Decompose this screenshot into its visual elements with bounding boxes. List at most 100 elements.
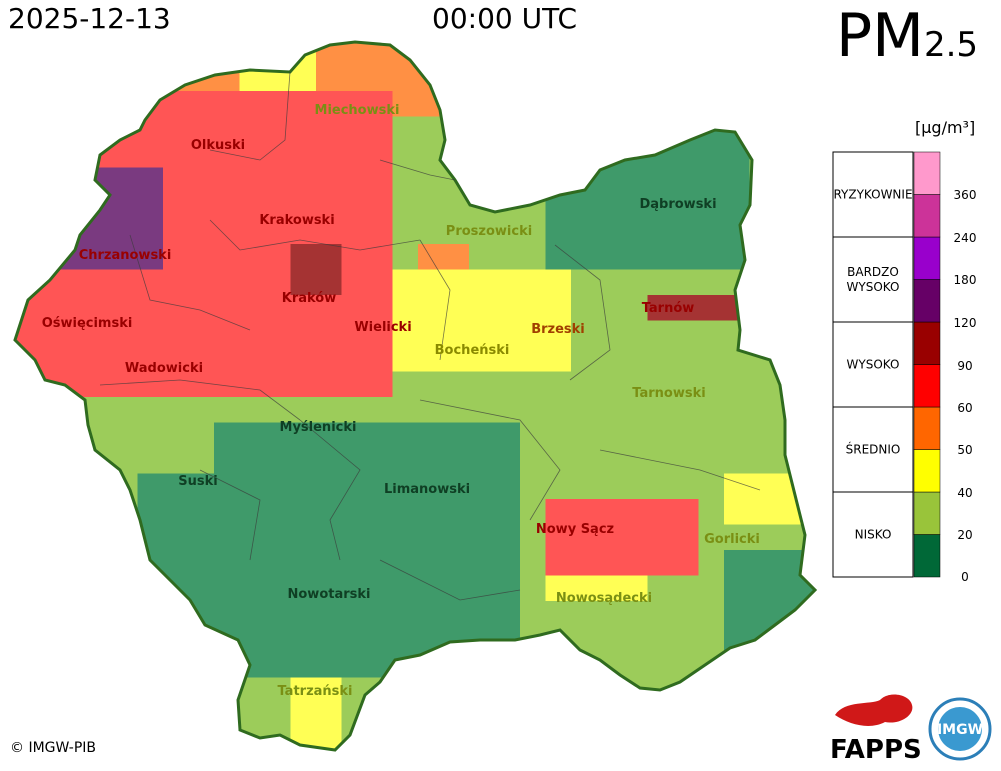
grid-cell — [800, 677, 815, 704]
grid-cell — [673, 269, 700, 296]
grid-cell — [137, 728, 164, 750]
grid-cell — [494, 524, 521, 551]
grid-cell — [188, 626, 215, 653]
grid-cell — [596, 677, 623, 704]
grid-cell — [571, 320, 598, 347]
grid-cell — [316, 677, 343, 704]
legend-category-box — [832, 491, 914, 578]
grid-cell — [392, 473, 419, 500]
grid-cell — [800, 448, 815, 475]
grid-cell — [571, 728, 598, 750]
grid-cell — [571, 575, 598, 602]
grid-cell — [367, 575, 394, 602]
grid-cell — [622, 448, 649, 475]
grid-cell — [393, 754, 419, 771]
grid-cell — [800, 626, 815, 653]
grid-cell — [87, 754, 113, 771]
grid-cell — [316, 346, 343, 373]
fapps-logo: FAPPS — [830, 694, 922, 765]
grid-cell — [647, 499, 674, 526]
grid-cell — [15, 193, 37, 220]
grid-cell — [469, 677, 496, 704]
grid-cell — [469, 703, 496, 730]
grid-cell — [341, 652, 368, 679]
grid-cell — [800, 499, 815, 526]
grid-cell — [647, 91, 674, 118]
grid-cell — [316, 575, 343, 602]
grid-cell — [800, 703, 815, 730]
grid-cell — [469, 65, 496, 92]
grid-cell — [61, 193, 88, 220]
grid-cell — [86, 116, 113, 143]
grid-cell — [214, 422, 241, 449]
grid-cell — [443, 218, 470, 245]
grid-cell — [316, 550, 343, 577]
grid-cell — [367, 371, 394, 398]
grid-cell — [341, 116, 368, 143]
grid-cell — [622, 499, 649, 526]
grid-cell — [239, 422, 266, 449]
grid-cell — [15, 42, 37, 67]
legend-category-box — [832, 151, 914, 238]
grid-cell — [316, 371, 343, 398]
grid-cell — [316, 448, 343, 475]
grid-cell — [35, 218, 62, 245]
grid-cell — [367, 754, 393, 771]
grid-cell — [367, 167, 394, 194]
grid-cell — [392, 499, 419, 526]
grid-cell — [418, 728, 445, 750]
grid-cell — [520, 677, 547, 704]
legend-color-swatch — [913, 194, 941, 238]
grid-cell — [86, 601, 113, 628]
grid-cell — [545, 575, 572, 602]
grid-cell — [239, 142, 266, 169]
grid-cell — [622, 371, 649, 398]
grid-cell — [622, 677, 649, 704]
grid-cell — [392, 193, 419, 220]
grid-cell — [469, 218, 496, 245]
grid-cell — [596, 320, 623, 347]
grid-cell — [724, 320, 751, 347]
grid-cell — [35, 575, 62, 602]
grid-cell — [647, 193, 674, 220]
grid-cell — [469, 397, 496, 424]
grid-cell — [698, 269, 725, 296]
grid-cell — [520, 754, 546, 771]
grid-cell — [15, 703, 37, 730]
grid-cell — [571, 524, 598, 551]
grid-cell — [137, 422, 164, 449]
legend-category-label: RYZYKOWNIE — [833, 188, 912, 202]
grid-cell — [137, 499, 164, 526]
grid-cell — [800, 728, 815, 750]
grid-cell — [826, 601, 852, 627]
grid-cell — [239, 218, 266, 245]
district-label: Krakowski — [259, 213, 334, 228]
grid-cell — [469, 499, 496, 526]
district-label: Olkuski — [191, 138, 245, 153]
grid-cell — [15, 473, 37, 500]
grid-cell — [545, 65, 572, 92]
grid-cell — [61, 142, 88, 169]
grid-cell — [35, 550, 62, 577]
grid-cell — [163, 728, 190, 750]
grid-cell — [418, 422, 445, 449]
grid-cell — [239, 473, 266, 500]
grid-cell — [698, 371, 725, 398]
grid-cell — [392, 397, 419, 424]
grid-cell — [188, 218, 215, 245]
grid-cell — [163, 193, 190, 220]
grid-cell — [724, 397, 751, 424]
grid-cell — [418, 295, 445, 322]
grid-cell — [622, 550, 649, 577]
grid-cell — [775, 91, 802, 118]
district-label: Gorlicki — [704, 532, 760, 547]
grid-cell — [265, 601, 292, 628]
grid-cell — [316, 473, 343, 500]
grid-cell — [367, 116, 394, 143]
legend-tick-label: 360 — [954, 188, 977, 202]
grid-cell — [622, 320, 649, 347]
grid-cell — [418, 218, 445, 245]
grid-cell — [418, 371, 445, 398]
grid-cell — [443, 371, 470, 398]
